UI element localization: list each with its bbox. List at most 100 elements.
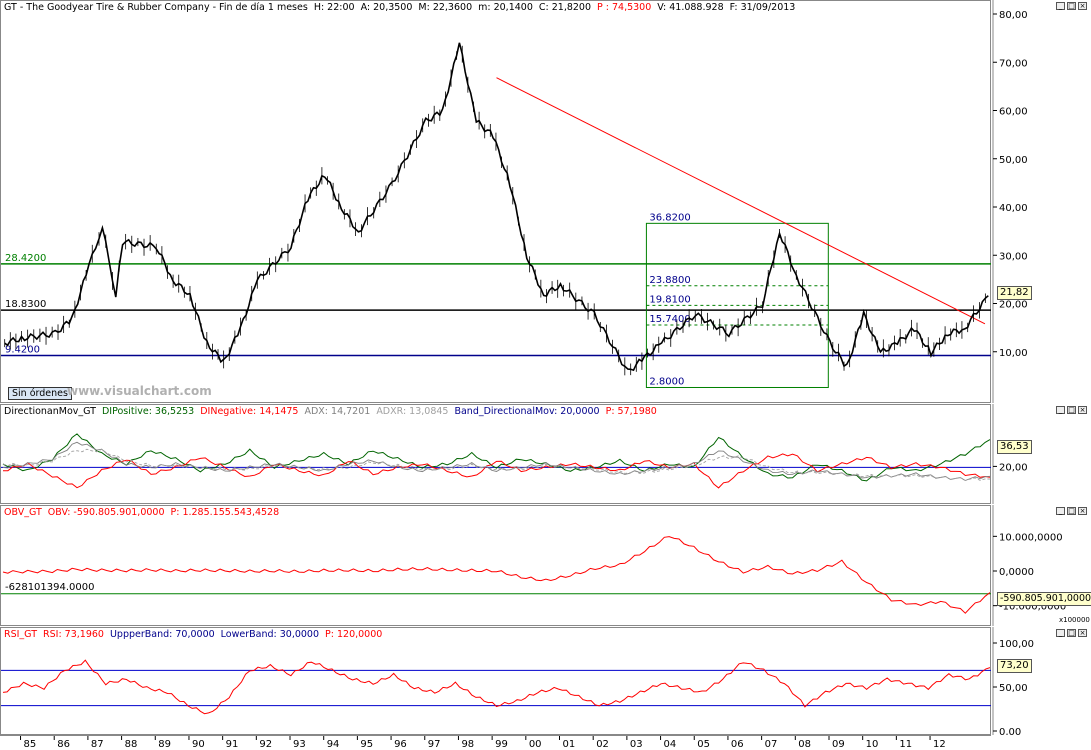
obv-header-item: P: 1.285.155.543,4528 — [170, 507, 280, 518]
close-icon[interactable]: × — [1078, 629, 1087, 637]
main-header-item: m: 20,1400 — [478, 2, 533, 13]
price-chart[interactable]: 28.4200 18.8300 9.4200 36.8200 2.8000 23.8800… — [1, 1, 992, 404]
obv-multiplier: x100000 — [1059, 616, 1090, 624]
rsi-header-item: P: 120,0000 — [325, 629, 383, 640]
obv-y-axis: 10.000,0000 0,0000 -10.000,0000 _ □ × -590… — [991, 505, 1091, 626]
rsi-y-axis: 100,00 50,00 0,00 _ □ × 73,20 — [991, 627, 1091, 738]
trendline — [496, 77, 986, 325]
main-header-item: F: 31/09/2013 — [729, 2, 796, 13]
price-y-axis: 10,00 20,00 30,00 40,00 50,00 60,00 70,00 80,00… — [991, 0, 1091, 403]
y-tick-label: 50,00 — [999, 155, 1028, 166]
y-tick-label: 40,00 — [999, 203, 1028, 214]
maximize-icon[interactable]: □ — [1067, 629, 1076, 637]
x-tick-label: 89 — [158, 739, 171, 750]
rsi-panel: RSI_GT RSI: 73,1960 UppperBand: 70,0000 Low… — [0, 627, 992, 736]
price-chart-panel: GT - The Goodyear Tire & Rubber Company … — [0, 0, 992, 404]
rsi-header-item: RSI: 73,1960 — [43, 629, 104, 640]
adx-header-item: ADX: 14,7201 — [304, 406, 371, 417]
y-tick-label: 50,00 — [999, 683, 1028, 694]
time-x-axis: 85 86 87 88 89 90 91 92 93 94 95 96 97 98 99 00 01 02 03 04… — [0, 735, 991, 750]
series-dipositive-line — [2, 433, 991, 482]
y-tick-label: 0,0000 — [999, 567, 1034, 578]
minimize-icon[interactable]: _ — [1056, 406, 1065, 414]
x-tick-label: 86 — [57, 739, 70, 750]
x-tick-label: 97 — [428, 739, 441, 750]
x-tick-label: 11 — [899, 739, 912, 750]
maximize-icon[interactable]: □ — [1067, 507, 1076, 515]
main-header-item: M: 22,3600 — [418, 2, 473, 13]
y-tick-label: 10,00 — [999, 348, 1028, 359]
fibonacci-high-label: 36.8200 — [649, 212, 690, 223]
y-tick-label: 20,00 — [999, 462, 1028, 473]
close-icon[interactable]: × — [1078, 406, 1087, 414]
obv-line — [2, 536, 991, 614]
rsi-chart[interactable] — [1, 628, 992, 736]
y-tick-label: 70,00 — [999, 58, 1028, 69]
chart-title: GT - The Goodyear Tire & Rubber Company … — [4, 2, 308, 13]
minimize-icon[interactable]: _ — [1056, 507, 1065, 515]
adx-header-item: Band_DirectionalMov: 20,0000 — [454, 406, 600, 417]
level-label: 9.4200 — [5, 345, 40, 356]
y-tick-label: 30,00 — [999, 251, 1028, 262]
x-tick-label: 87 — [91, 739, 104, 750]
adx-header-item: DIPositive: 36,5253 — [101, 406, 195, 417]
obv-panel: OBV_GT OBV: -590.805.901,0000 P: 1.285.155… — [0, 505, 992, 627]
x-tick-label: 88 — [125, 739, 138, 750]
x-tick-label: 93 — [293, 739, 306, 750]
level-label: 28.4200 — [5, 253, 46, 264]
obv-header-item: OBV_GT — [4, 507, 42, 518]
maximize-icon[interactable]: □ — [1067, 406, 1076, 414]
y-tick-label: 80,00 — [999, 10, 1028, 21]
adx-header-item: DirectionanMov_GT — [4, 406, 96, 417]
obv-level-label: -628101394.0000 — [5, 582, 95, 593]
watermark: www.visualchart.com — [67, 384, 212, 398]
x-tick-label: 96 — [394, 739, 407, 750]
rsi-header: RSI_GT RSI: 73,1960 UppperBand: 70,0000 Low… — [4, 629, 388, 640]
minimize-icon[interactable]: _ — [1056, 2, 1065, 10]
minimize-icon[interactable]: _ — [1056, 629, 1065, 637]
x-tick-label: 92 — [259, 739, 272, 750]
x-tick-label: 99 — [495, 739, 508, 750]
x-tick-label: 01 — [563, 739, 576, 750]
x-tick-label: 90 — [192, 739, 205, 750]
price-current-value: 21,82 — [997, 286, 1032, 300]
obv-header-item: OBV: -590.805.901,0000 — [47, 507, 165, 518]
maximize-icon[interactable]: □ — [1067, 2, 1076, 10]
x-tick-label: 10 — [866, 739, 879, 750]
main-header-item: H: 22:00 — [313, 2, 355, 13]
obv-header: OBV_GT OBV: -590.805.901,0000 P: 1.285.155… — [4, 507, 285, 518]
x-tick-label: 03 — [630, 739, 643, 750]
x-tick-label: 02 — [596, 739, 609, 750]
orders-status-button[interactable]: Sin órdenes — [8, 387, 72, 400]
rsi-current-value: 73,20 — [997, 659, 1032, 673]
x-tick-label: 06 — [731, 739, 744, 750]
y-tick-label: 100,00 — [999, 639, 1034, 650]
fibonacci-low-label: 2.8000 — [649, 376, 684, 387]
close-icon[interactable]: × — [1078, 2, 1087, 10]
x-tick-label: 05 — [697, 739, 710, 750]
x-tick-label: 04 — [664, 739, 677, 750]
adx-header-item: DINegative: 14,1475 — [200, 406, 299, 417]
main-header-item: C: 21,8200 — [538, 2, 592, 13]
price-chart-header: GT - The Goodyear Tire & Rubber Company … — [4, 2, 807, 13]
adx-header-item: P: 57,1980 — [605, 406, 657, 417]
obv-chart[interactable]: -628101394.0000 — [1, 506, 992, 627]
series-dinegative-line — [2, 453, 991, 489]
fibonacci-level-label: 19.8100 — [649, 294, 690, 305]
price-series-line — [4, 42, 989, 372]
close-icon[interactable]: × — [1078, 507, 1087, 515]
x-tick-label: 94 — [327, 739, 340, 750]
rsi-line — [2, 659, 991, 715]
directional-movement-header: DirectionanMov_GT DIPositive: 36,5253 DINe… — [4, 406, 663, 417]
directional-movement-chart[interactable] — [1, 405, 992, 505]
series-adxr-line — [2, 448, 990, 481]
x-tick-label: 91 — [226, 739, 239, 750]
y-tick-label: -10.000,0000 — [999, 602, 1066, 613]
x-tick-label: 07 — [765, 739, 778, 750]
fibonacci-level-label: 15.7400 — [649, 314, 690, 325]
x-tick-label: 98 — [461, 739, 474, 750]
x-tick-label: 12 — [933, 739, 946, 750]
y-tick-label: 0,00 — [999, 727, 1021, 735]
main-header-item: A: 20,3500 — [360, 2, 413, 13]
main-header-item: V: 41.088.928 — [657, 2, 724, 13]
